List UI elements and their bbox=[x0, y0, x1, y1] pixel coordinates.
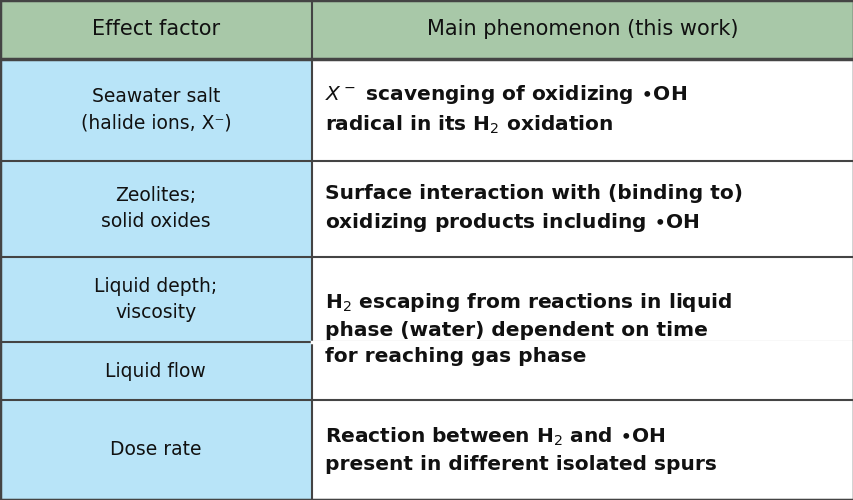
Text: Zeolites;
solid oxides: Zeolites; solid oxides bbox=[101, 186, 211, 231]
Text: Liquid flow: Liquid flow bbox=[106, 362, 206, 380]
Bar bbox=[311, 59, 853, 160]
Text: Liquid depth;
viscosity: Liquid depth; viscosity bbox=[94, 277, 218, 322]
Text: $\mathit{X}^-$ scavenging of oxidizing $\bullet$OH
radical in its H$_2$ oxidatio: $\mathit{X}^-$ scavenging of oxidizing $… bbox=[324, 84, 686, 136]
Text: H$_2$ escaping from reactions in liquid
phase (water) dependent on time
for reac: H$_2$ escaping from reactions in liquid … bbox=[324, 291, 731, 366]
Bar bbox=[311, 400, 853, 500]
Bar bbox=[0, 342, 311, 400]
Bar bbox=[0, 160, 311, 257]
Text: Effect factor: Effect factor bbox=[91, 20, 220, 40]
Bar bbox=[0, 257, 311, 342]
Text: Seawater salt
(halide ions, X⁻): Seawater salt (halide ions, X⁻) bbox=[80, 88, 231, 132]
Text: Reaction between H$_2$ and $\bullet$OH
present in different isolated spurs: Reaction between H$_2$ and $\bullet$OH p… bbox=[324, 426, 716, 474]
Bar bbox=[0, 400, 311, 500]
Text: Surface interaction with (binding to)
oxidizing products including $\bullet$OH: Surface interaction with (binding to) ox… bbox=[324, 184, 741, 234]
Bar bbox=[311, 160, 853, 257]
Bar bbox=[0, 0, 853, 59]
Text: Dose rate: Dose rate bbox=[110, 440, 201, 460]
Text: Main phenomenon (this work): Main phenomenon (this work) bbox=[426, 20, 738, 40]
Bar bbox=[311, 257, 853, 400]
Bar bbox=[0, 59, 311, 160]
